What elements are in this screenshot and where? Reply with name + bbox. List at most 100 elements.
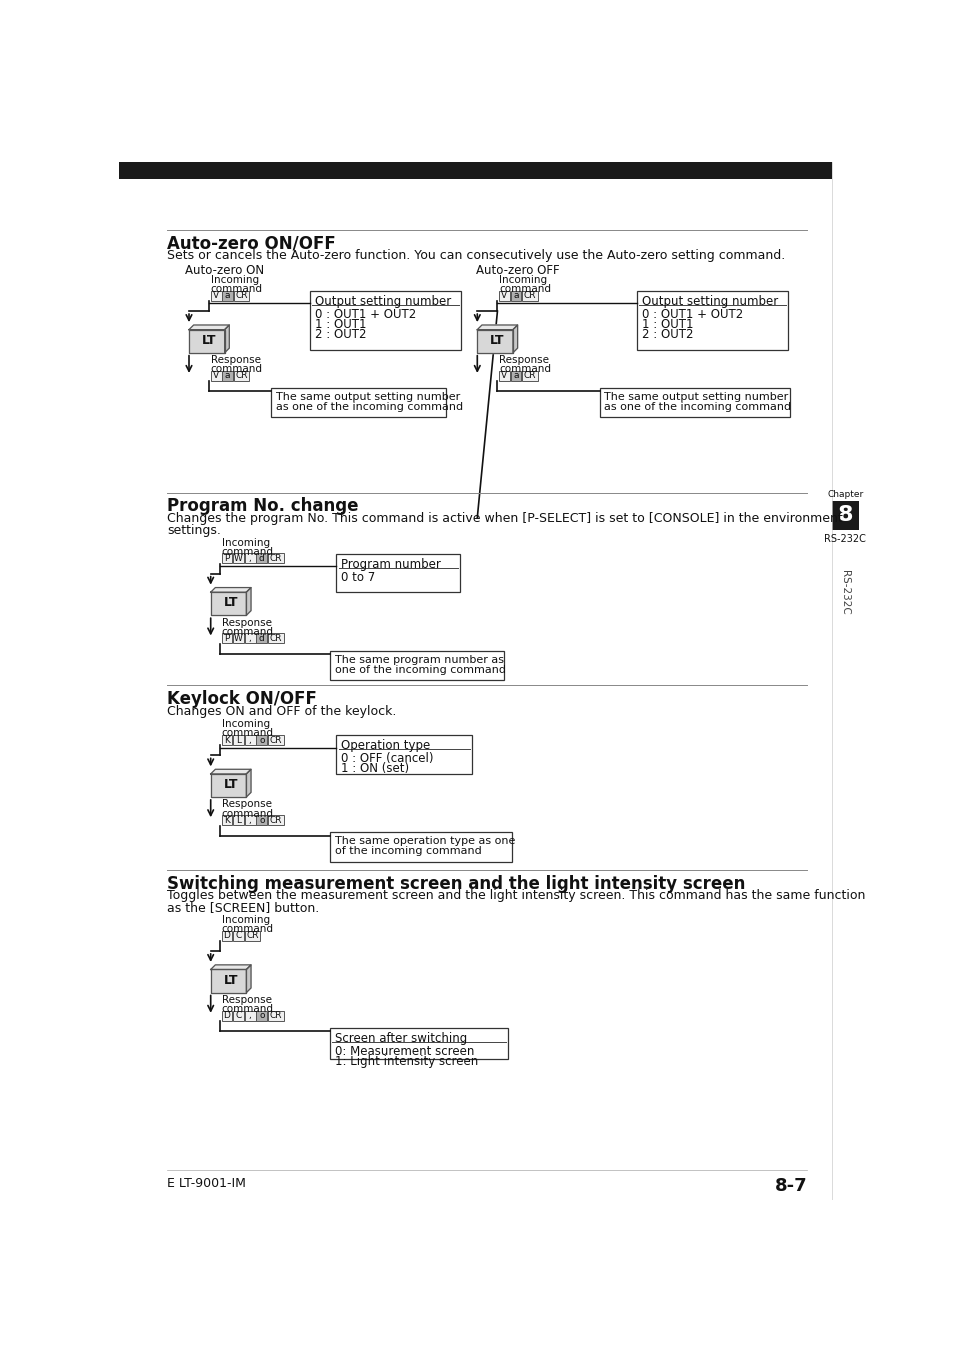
Text: command: command <box>221 809 274 818</box>
Text: command: command <box>221 627 274 636</box>
FancyBboxPatch shape <box>330 651 504 679</box>
Polygon shape <box>246 770 251 797</box>
Text: C: C <box>235 1011 241 1020</box>
Text: LT: LT <box>490 334 504 346</box>
FancyBboxPatch shape <box>233 930 244 941</box>
Text: one of the incoming command: one of the incoming command <box>335 665 505 674</box>
Text: as the [SCREEN] button.: as the [SCREEN] button. <box>167 900 319 914</box>
Text: o: o <box>259 736 264 744</box>
FancyBboxPatch shape <box>268 735 283 745</box>
Text: Program No. change: Program No. change <box>167 497 358 515</box>
Polygon shape <box>211 592 246 615</box>
FancyBboxPatch shape <box>233 553 244 563</box>
FancyBboxPatch shape <box>221 930 233 941</box>
FancyBboxPatch shape <box>222 371 233 381</box>
FancyBboxPatch shape <box>233 371 249 381</box>
Text: command: command <box>221 547 274 557</box>
Text: P: P <box>224 634 230 643</box>
Text: command: command <box>498 284 551 294</box>
Text: CR: CR <box>270 736 282 744</box>
Text: Response: Response <box>498 355 548 365</box>
FancyBboxPatch shape <box>268 634 283 643</box>
Text: LT: LT <box>223 973 238 987</box>
Text: Operation type: Operation type <box>340 739 430 752</box>
FancyBboxPatch shape <box>245 816 255 825</box>
FancyBboxPatch shape <box>335 736 472 774</box>
Text: command: command <box>498 364 551 375</box>
FancyBboxPatch shape <box>211 371 221 381</box>
FancyBboxPatch shape <box>256 735 267 745</box>
Text: CR: CR <box>270 816 282 825</box>
Text: 1: Light intensity screen: 1: Light intensity screen <box>335 1055 477 1068</box>
FancyBboxPatch shape <box>233 634 244 643</box>
FancyBboxPatch shape <box>510 291 521 301</box>
Text: D: D <box>223 1011 231 1020</box>
FancyBboxPatch shape <box>233 816 244 825</box>
Text: Response: Response <box>221 995 272 1004</box>
Text: Auto-zero ON/OFF: Auto-zero ON/OFF <box>167 235 335 252</box>
FancyBboxPatch shape <box>221 634 233 643</box>
Text: Response: Response <box>211 355 260 365</box>
Text: Switching measurement screen and the light intensity screen: Switching measurement screen and the lig… <box>167 875 745 892</box>
Text: Sets or cancels the Auto-zero function. You can consecutively use the Auto-zero : Sets or cancels the Auto-zero function. … <box>167 249 784 262</box>
FancyBboxPatch shape <box>637 291 787 349</box>
Text: command: command <box>221 925 274 934</box>
FancyBboxPatch shape <box>521 291 537 301</box>
FancyBboxPatch shape <box>256 634 267 643</box>
Text: a: a <box>225 371 231 380</box>
Text: L: L <box>235 816 241 825</box>
Text: V: V <box>501 291 507 301</box>
Text: of the incoming command: of the incoming command <box>335 847 481 856</box>
FancyBboxPatch shape <box>233 735 244 745</box>
FancyBboxPatch shape <box>245 1011 255 1020</box>
Text: settings.: settings. <box>167 523 221 537</box>
Text: CR: CR <box>523 291 536 301</box>
Text: Incoming: Incoming <box>498 275 547 284</box>
Text: 1 : ON (set): 1 : ON (set) <box>340 763 409 775</box>
Text: Changes ON and OFF of the keylock.: Changes ON and OFF of the keylock. <box>167 705 396 717</box>
Text: Chapter: Chapter <box>826 489 862 499</box>
Text: ,: , <box>249 1011 252 1020</box>
Polygon shape <box>246 965 251 992</box>
Text: CR: CR <box>523 371 536 380</box>
Text: o: o <box>259 1011 264 1020</box>
Text: CR: CR <box>246 931 258 940</box>
Polygon shape <box>224 325 229 353</box>
Text: d: d <box>258 554 264 563</box>
FancyBboxPatch shape <box>221 1011 233 1020</box>
Polygon shape <box>189 325 229 330</box>
Text: o: o <box>259 816 264 825</box>
Text: command: command <box>211 284 262 294</box>
Text: as one of the incoming command: as one of the incoming command <box>275 402 462 412</box>
Text: L: L <box>235 736 241 744</box>
Text: Toggles between the measurement screen and the light intensity screen. This comm: Toggles between the measurement screen a… <box>167 890 864 902</box>
FancyBboxPatch shape <box>256 1011 267 1020</box>
Text: 2 : OUT2: 2 : OUT2 <box>641 328 693 341</box>
Text: K: K <box>224 736 230 744</box>
Text: E LT-9001-IM: E LT-9001-IM <box>167 1177 246 1190</box>
Polygon shape <box>211 588 251 592</box>
Text: V: V <box>501 371 507 380</box>
Text: 0 to 7: 0 to 7 <box>340 570 375 584</box>
FancyBboxPatch shape <box>221 816 233 825</box>
FancyBboxPatch shape <box>221 735 233 745</box>
FancyBboxPatch shape <box>245 634 255 643</box>
FancyBboxPatch shape <box>233 1011 244 1020</box>
FancyBboxPatch shape <box>310 291 460 349</box>
FancyBboxPatch shape <box>510 371 521 381</box>
FancyBboxPatch shape <box>268 816 283 825</box>
Text: Screen after switching: Screen after switching <box>335 1031 466 1045</box>
Text: Auto-zero OFF: Auto-zero OFF <box>476 264 558 278</box>
Text: V: V <box>213 371 219 380</box>
FancyBboxPatch shape <box>233 291 249 301</box>
Text: Incoming: Incoming <box>221 915 270 925</box>
Text: ,: , <box>249 816 252 825</box>
FancyBboxPatch shape <box>330 833 512 861</box>
Polygon shape <box>476 330 513 353</box>
Text: CR: CR <box>235 371 248 380</box>
Text: CR: CR <box>270 634 282 643</box>
FancyBboxPatch shape <box>268 1011 283 1020</box>
Text: 0 : OUT1 + OUT2: 0 : OUT1 + OUT2 <box>314 309 416 321</box>
Text: 0 : OUT1 + OUT2: 0 : OUT1 + OUT2 <box>641 309 742 321</box>
Text: Response: Response <box>221 617 272 628</box>
